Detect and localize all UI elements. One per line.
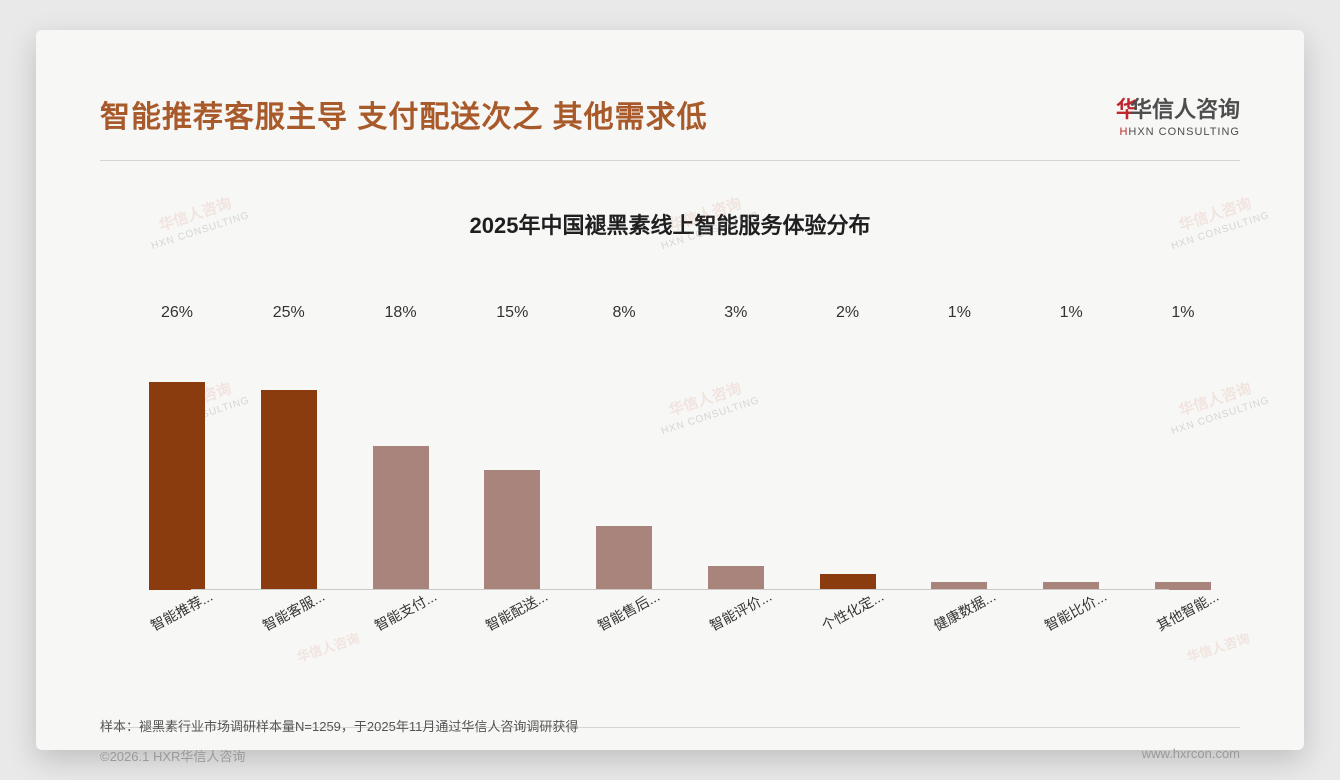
bar-1[interactable] xyxy=(261,390,317,590)
brand-block: 华华信人咨询 HHXN CONSULTING xyxy=(1116,92,1240,138)
xaxis-label-0[interactable]: 智能推荐... xyxy=(147,586,216,635)
bar-5[interactable] xyxy=(708,566,764,590)
header-section: 智能推荐客服主导 支付配送次之 其他需求低 华华信人咨询 HHXN CONSUL… xyxy=(100,92,1240,138)
bar-value-label-1: 25% xyxy=(273,304,305,322)
bar-column-5[interactable]: 3% xyxy=(690,330,782,590)
slide-title: 智能推荐客服主导 支付配送次之 其他需求低 xyxy=(100,92,708,136)
bar-value-label-3: 15% xyxy=(496,304,528,322)
brand-sub-label: HXN CONSULTING xyxy=(1128,126,1240,138)
xaxis-label-5[interactable]: 智能评价... xyxy=(706,586,775,635)
bar-column-8[interactable]: 1% xyxy=(1025,330,1117,590)
bar-column-1[interactable]: 25% xyxy=(243,330,335,590)
xaxis-labels-row: 智能推荐... 智能客服... 智能支付... 智能配送... 智能售后... 智能评价.… xyxy=(131,592,1229,622)
brand-main-label: 华信人咨询 xyxy=(1130,97,1240,122)
footnote-text: 样本：褪黑素行业市场调研样本量N=1259，于2025年11月通过华信人咨询调研… xyxy=(100,716,578,735)
bar-value-label-0: 26% xyxy=(161,304,193,322)
bar-0[interactable] xyxy=(149,382,205,590)
brand-sub-text: HHXN CONSULTING xyxy=(1116,126,1240,138)
bars-row: 26% 25% 18% 15% 8% 3% 2% 1% 1% 1% xyxy=(131,330,1229,590)
bar-value-label-9: 1% xyxy=(1171,304,1194,322)
bar-column-2[interactable]: 18% xyxy=(355,330,447,590)
slide-page: 智能推荐客服主导 支付配送次之 其他需求低 华华信人咨询 HHXN CONSUL… xyxy=(0,0,1340,780)
copyright-text: ©2026.1 HXR华信人咨询 xyxy=(100,746,245,765)
header-divider xyxy=(100,160,1240,161)
slide-card: 智能推荐客服主导 支付配送次之 其他需求低 华华信人咨询 HHXN CONSUL… xyxy=(36,30,1304,750)
bar-column-4[interactable]: 8% xyxy=(578,330,670,590)
bar-2[interactable] xyxy=(373,446,429,590)
bar-value-label-6: 2% xyxy=(836,304,859,322)
bar-column-7[interactable]: 1% xyxy=(913,330,1005,590)
bar-value-label-5: 3% xyxy=(724,304,747,322)
xaxis-label-9[interactable]: 其他智能... xyxy=(1153,586,1222,635)
bar-column-9[interactable]: 1% xyxy=(1137,330,1229,590)
website-text: www.hxrcon.com xyxy=(1142,746,1240,765)
xaxis-label-7[interactable]: 健康数据... xyxy=(929,586,998,635)
watermark-8: 华信人咨询 xyxy=(1185,630,1252,666)
xaxis-label-1[interactable]: 智能客服... xyxy=(259,586,328,635)
bar-chart: 26% 25% 18% 15% 8% 3% 2% 1% 1% 1% xyxy=(131,330,1229,590)
bar-value-label-2: 18% xyxy=(385,304,417,322)
bar-value-label-8: 1% xyxy=(1060,304,1083,322)
footer-row: ©2026.1 HXR华信人咨询 www.hxrcon.com xyxy=(100,746,1240,765)
bar-6[interactable] xyxy=(820,574,876,590)
bar-value-label-7: 1% xyxy=(948,304,971,322)
chart-title: 2025年中国褪黑素线上智能服务体验分布 xyxy=(36,208,1304,240)
bar-column-3[interactable]: 15% xyxy=(466,330,558,590)
brand-main-text: 华华信人咨询 xyxy=(1116,92,1240,124)
xaxis-label-8[interactable]: 智能比价... xyxy=(1041,586,1110,635)
bar-column-6[interactable]: 2% xyxy=(802,330,894,590)
chart-baseline xyxy=(191,589,1169,590)
bar-3[interactable] xyxy=(484,470,540,590)
bar-value-label-4: 8% xyxy=(613,304,636,322)
xaxis-label-2[interactable]: 智能支付... xyxy=(371,586,440,635)
xaxis-label-3[interactable]: 智能配送... xyxy=(482,586,551,635)
watermark-7: 华信人咨询 xyxy=(295,630,362,666)
bar-4[interactable] xyxy=(596,526,652,590)
xaxis-label-4[interactable]: 智能售后... xyxy=(594,586,663,635)
watermark-text: 华信人咨询 xyxy=(295,630,362,666)
xaxis-label-6[interactable]: 个性化定... xyxy=(818,586,887,635)
watermark-text: 华信人咨询 xyxy=(1185,630,1252,666)
bar-column-0[interactable]: 26% xyxy=(131,330,223,590)
